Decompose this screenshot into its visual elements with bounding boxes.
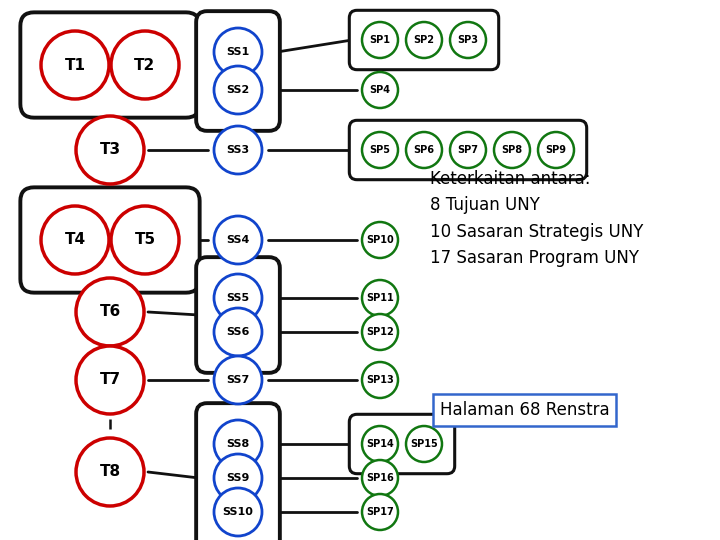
Circle shape [214, 66, 262, 114]
Text: SP7: SP7 [457, 145, 479, 155]
Circle shape [450, 22, 486, 58]
Circle shape [214, 126, 262, 174]
Circle shape [362, 22, 398, 58]
Text: SP1: SP1 [369, 35, 390, 45]
Text: SP4: SP4 [369, 85, 390, 95]
FancyBboxPatch shape [20, 187, 199, 293]
Circle shape [76, 116, 144, 184]
Text: SP16: SP16 [366, 473, 394, 483]
Circle shape [76, 438, 144, 506]
Text: Keterkaitan antara:
8 Tujuan UNY
10 Sasaran Strategis UNY
17 Sasaran Program UNY: Keterkaitan antara: 8 Tujuan UNY 10 Sasa… [430, 170, 644, 267]
Circle shape [362, 72, 398, 108]
Circle shape [362, 132, 398, 168]
Text: Halaman 68 Renstra: Halaman 68 Renstra [440, 401, 610, 419]
Text: SP15: SP15 [410, 439, 438, 449]
FancyBboxPatch shape [196, 257, 280, 373]
Circle shape [41, 206, 109, 274]
Circle shape [406, 22, 442, 58]
Text: SP8: SP8 [501, 145, 523, 155]
Text: SP10: SP10 [366, 235, 394, 245]
Text: SS8: SS8 [226, 439, 250, 449]
Circle shape [362, 460, 398, 496]
Circle shape [494, 132, 530, 168]
Circle shape [214, 308, 262, 356]
Circle shape [214, 356, 262, 404]
Text: T6: T6 [99, 305, 121, 320]
FancyBboxPatch shape [196, 11, 280, 131]
Circle shape [214, 454, 262, 502]
Text: SS7: SS7 [226, 375, 250, 385]
Text: SP12: SP12 [366, 327, 394, 337]
FancyBboxPatch shape [349, 120, 587, 180]
Text: SP11: SP11 [366, 293, 394, 303]
Circle shape [214, 216, 262, 264]
Circle shape [362, 494, 398, 530]
Text: SP9: SP9 [546, 145, 567, 155]
Circle shape [111, 31, 179, 99]
Text: SS10: SS10 [222, 507, 253, 517]
Text: SS2: SS2 [226, 85, 250, 95]
Circle shape [362, 314, 398, 350]
Text: SS4: SS4 [226, 235, 250, 245]
Text: SP5: SP5 [369, 145, 390, 155]
Text: SP13: SP13 [366, 375, 394, 385]
Text: SP17: SP17 [366, 507, 394, 517]
Circle shape [214, 488, 262, 536]
Circle shape [41, 31, 109, 99]
Circle shape [450, 132, 486, 168]
Text: T3: T3 [99, 143, 120, 158]
Text: T7: T7 [99, 373, 120, 388]
Circle shape [406, 426, 442, 462]
Circle shape [362, 362, 398, 398]
Circle shape [214, 420, 262, 468]
Text: SS6: SS6 [226, 327, 250, 337]
Circle shape [406, 132, 442, 168]
Text: T4: T4 [64, 233, 86, 247]
Text: T2: T2 [135, 57, 156, 72]
Circle shape [111, 206, 179, 274]
Circle shape [214, 274, 262, 322]
Text: SS3: SS3 [226, 145, 250, 155]
Circle shape [538, 132, 574, 168]
Circle shape [362, 222, 398, 258]
Circle shape [362, 280, 398, 316]
Text: SS5: SS5 [226, 293, 250, 303]
Text: SP14: SP14 [366, 439, 394, 449]
FancyBboxPatch shape [349, 10, 499, 70]
FancyBboxPatch shape [196, 403, 280, 540]
FancyBboxPatch shape [20, 12, 199, 118]
Text: SS1: SS1 [226, 47, 250, 57]
Text: T5: T5 [135, 233, 156, 247]
Text: SS9: SS9 [226, 473, 250, 483]
Text: SP2: SP2 [413, 35, 434, 45]
Text: SP6: SP6 [413, 145, 434, 155]
Circle shape [214, 28, 262, 76]
Text: SP3: SP3 [457, 35, 479, 45]
Circle shape [76, 346, 144, 414]
Circle shape [76, 278, 144, 346]
Text: T1: T1 [65, 57, 86, 72]
FancyBboxPatch shape [349, 414, 455, 474]
Circle shape [362, 426, 398, 462]
Text: T8: T8 [99, 464, 120, 480]
